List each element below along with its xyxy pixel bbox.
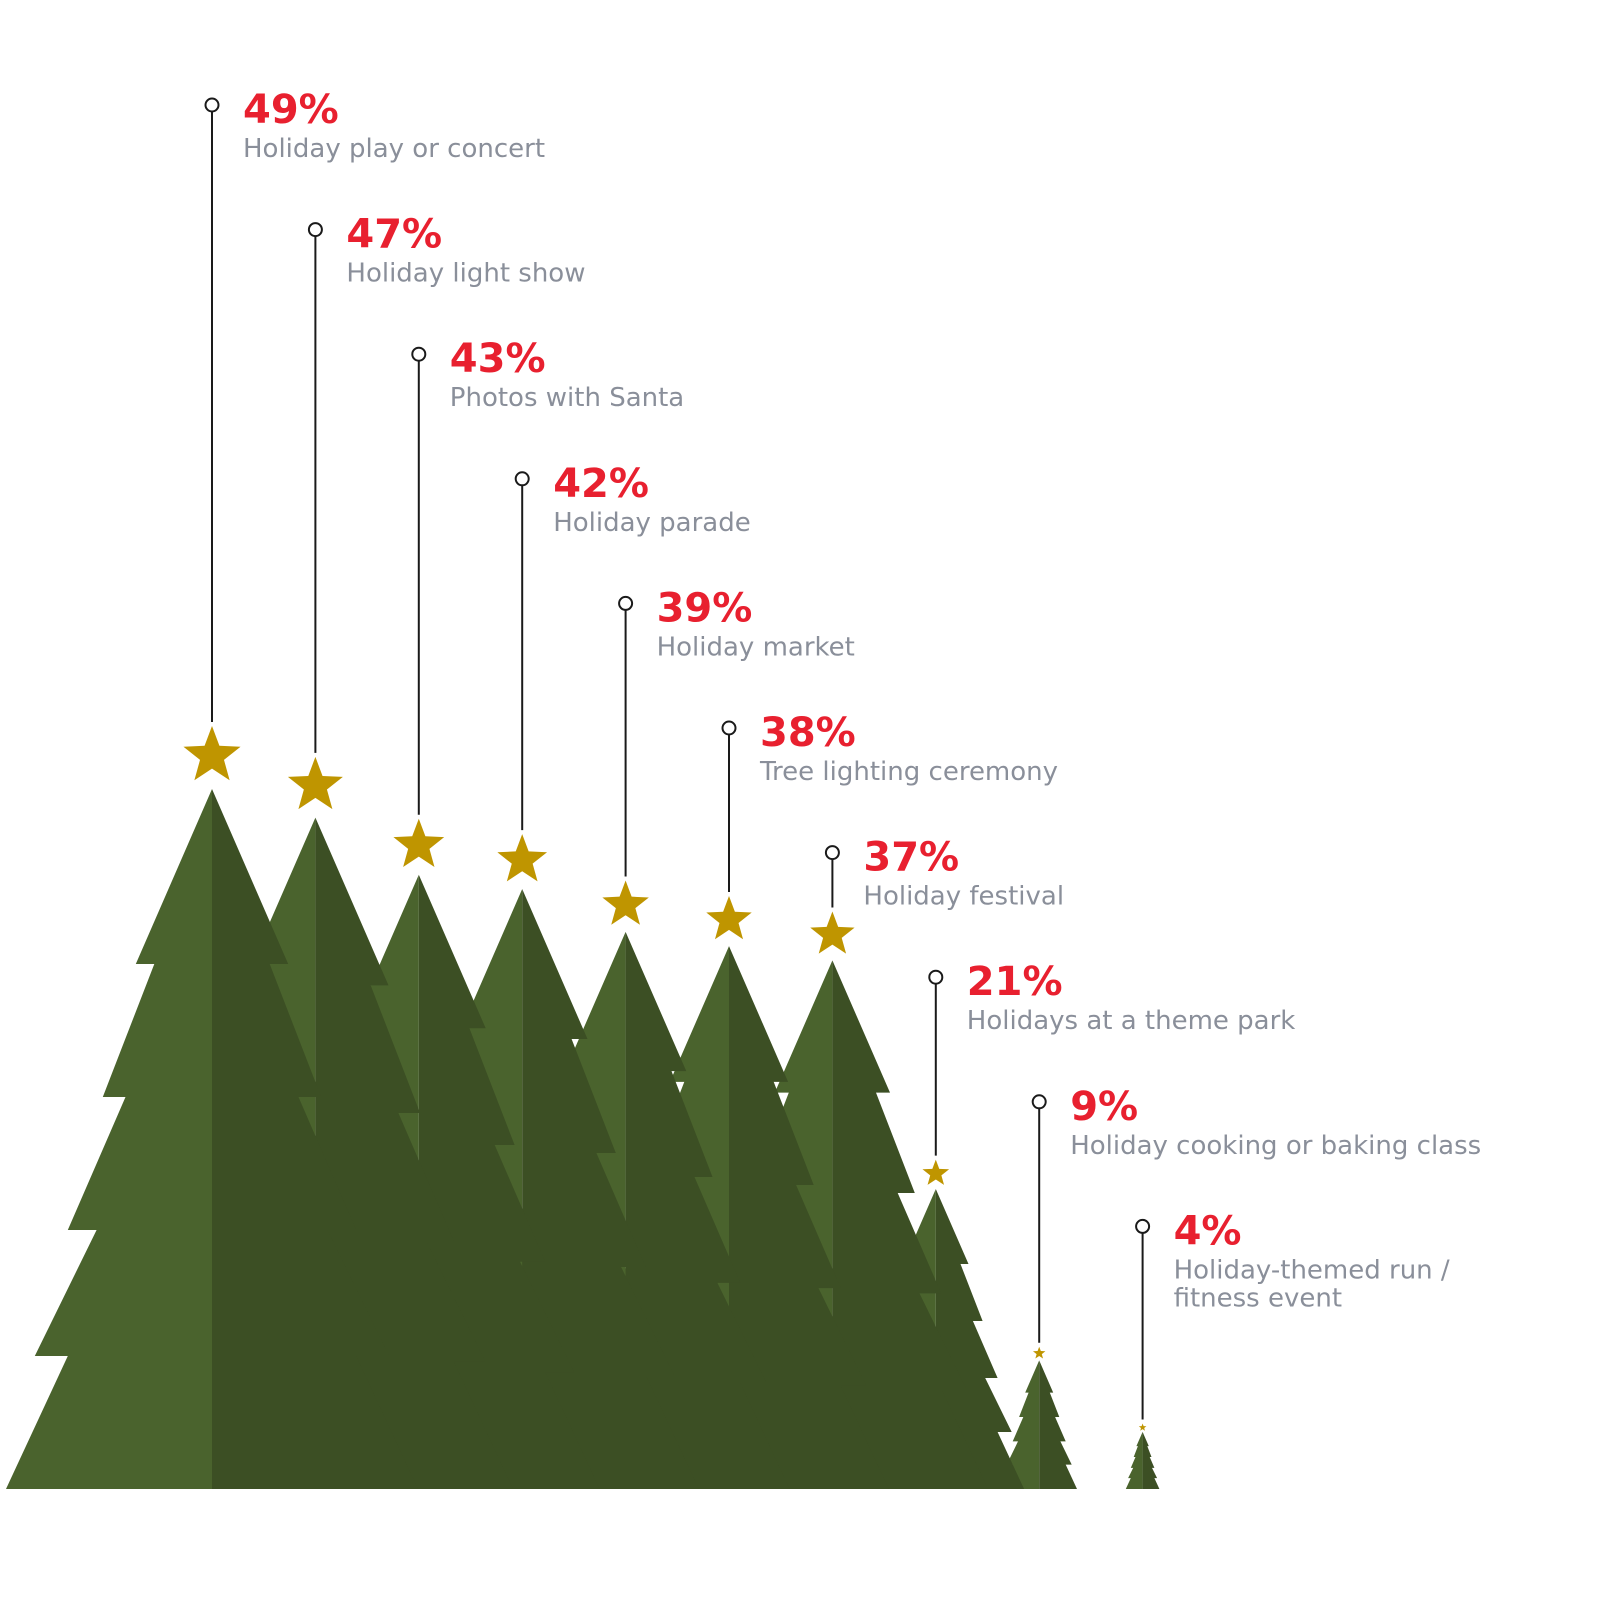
star-icon [393,818,445,867]
tree-right-half [522,889,699,1489]
leader-lines [204,97,1151,1420]
tree-right-half [832,960,988,1489]
tree-right-half [1142,1431,1160,1489]
star-icon [1032,1346,1046,1359]
value-label: 43% [450,336,546,382]
category-label: Holiday festival [863,882,1064,912]
category-label: Holiday-themed run / [1174,1255,1450,1285]
category-label: Holiday play or concert [243,134,545,164]
category-label: Holiday market [657,632,855,662]
circle-icon [721,720,737,736]
star-icon [497,834,548,882]
star-icon [287,756,343,810]
value-label: 4% [1174,1208,1242,1254]
star-icon [602,880,649,925]
circle-icon [928,969,944,985]
star-icon [922,1159,950,1185]
category-label: Holiday light show [346,259,585,289]
value-label: 42% [553,461,649,507]
star-icon [706,896,752,940]
tree-right-half [1039,1360,1077,1489]
tree-right-half [625,931,790,1489]
value-label: 21% [967,959,1063,1005]
category-label: Holiday cooking or baking class [1070,1131,1481,1161]
tree-right-half [729,946,889,1489]
category-label: Holidays at a theme park [967,1006,1296,1036]
trees [6,726,1160,1489]
tree-right-half [212,789,418,1489]
tree-icon [6,726,418,1489]
circle-icon [514,471,530,487]
value-label: 38% [760,710,856,756]
circle-icon [824,845,840,861]
circle-icon [1135,1218,1151,1234]
value-label: 9% [1070,1084,1138,1130]
tree-icon [1001,1346,1077,1489]
star-icon [183,726,241,781]
circle-icon [618,595,634,611]
value-label: 47% [346,212,442,258]
category-label: Holiday parade [553,508,751,538]
value-label: 37% [863,835,959,881]
star-icon [1138,1423,1147,1431]
circle-icon [1031,1094,1047,1110]
star-icon [810,911,855,954]
category-label: fitness event [1174,1283,1342,1313]
tree-left-half [6,789,212,1489]
tree-left-half [1125,1431,1143,1489]
tree-left-half [1001,1360,1040,1489]
category-label: Tree lighting ceremony [759,757,1058,787]
category-label: Photos with Santa [450,383,684,413]
value-label: 39% [657,585,753,631]
value-label: 49% [243,87,339,133]
labels: 49%Holiday play or concert 47%Holiday lig… [243,87,1481,1313]
circle-icon [307,222,323,238]
circle-icon [411,346,427,362]
tree-right-half [935,1189,1025,1489]
tree-icon [1125,1423,1160,1489]
circle-icon [204,97,220,113]
